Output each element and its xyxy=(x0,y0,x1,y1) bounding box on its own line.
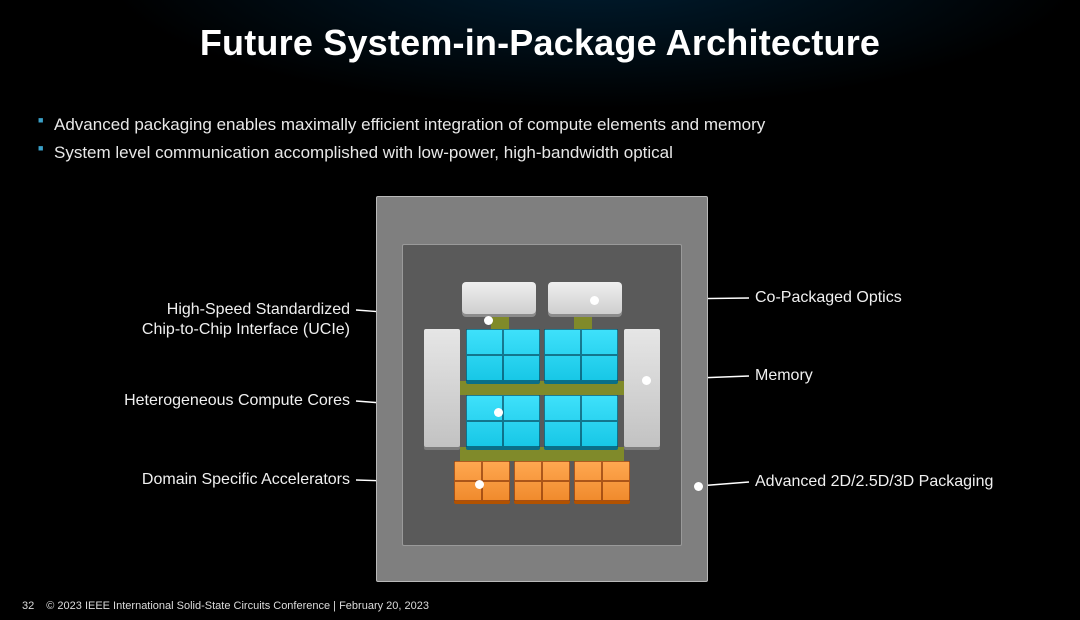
leader-dot xyxy=(642,376,651,385)
substrate-strip xyxy=(574,312,592,330)
accelerator xyxy=(574,461,630,501)
leader-dot xyxy=(694,482,703,491)
compute-core xyxy=(544,395,618,447)
callout-label: High-Speed StandardizedChip-to-Chip Inte… xyxy=(142,300,350,340)
co-packaged-optic xyxy=(462,282,536,314)
callout-label: Heterogeneous Compute Cores xyxy=(124,391,350,411)
substrate-strip xyxy=(460,381,624,395)
page-number: 32 xyxy=(22,600,34,612)
co-packaged-optic xyxy=(548,282,622,314)
leader-dot xyxy=(484,316,493,325)
compute-core xyxy=(466,395,540,447)
callout-label: Co-Packaged Optics xyxy=(755,288,902,308)
substrate-strip xyxy=(491,312,509,330)
accelerator xyxy=(514,461,570,501)
compute-core xyxy=(544,329,618,381)
footer-text: © 2023 IEEE International Solid-State Ci… xyxy=(46,600,429,612)
memory-block xyxy=(624,329,660,447)
slide-footer: 32 © 2023 IEEE International Solid-State… xyxy=(22,600,429,612)
bullet-item: System level communication accomplished … xyxy=(38,140,1042,166)
callout-label: Memory xyxy=(755,366,813,386)
bullet-item: Advanced packaging enables maximally eff… xyxy=(38,112,1042,138)
callout-label: Advanced 2D/2.5D/3D Packaging xyxy=(755,472,993,492)
callout-label: Domain Specific Accelerators xyxy=(142,470,350,490)
slide-title: Future System-in-Package Architecture xyxy=(0,22,1080,64)
leader-dot xyxy=(475,480,484,489)
compute-core xyxy=(466,329,540,381)
leader-dot xyxy=(494,408,503,417)
memory-block xyxy=(424,329,460,447)
leader-dot xyxy=(590,296,599,305)
bullet-list: Advanced packaging enables maximally eff… xyxy=(38,112,1042,169)
package-diagram xyxy=(376,196,708,582)
substrate-strip xyxy=(460,447,624,461)
